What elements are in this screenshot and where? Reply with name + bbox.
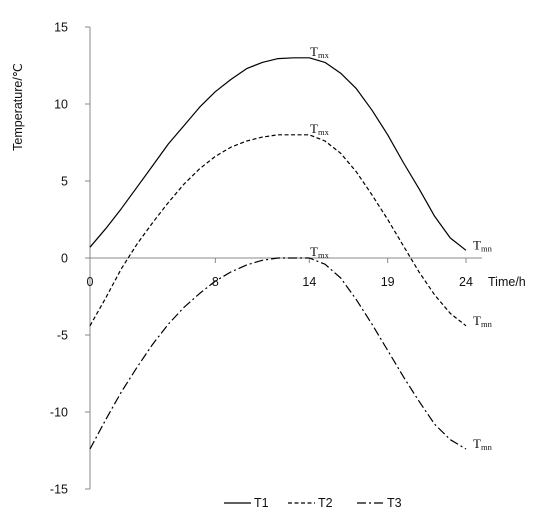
y-tick-label: -5 [57,329,68,343]
axes [89,27,482,489]
series-line-t1 [89,57,467,251]
x-ticks: 0 8 14 19 24 [87,258,473,289]
annotation-tmx: Tmx [310,244,330,260]
y-tick-label: 10 [54,98,68,112]
y-tick-label: 15 [54,21,68,35]
annotation-tmn: Tmn [473,313,493,329]
x-axis-title: Time/h [488,275,526,289]
annotation-tmx: Tmx [310,44,330,60]
legend-label-t3: T3 [387,496,402,510]
annotation-tmn: Tmn [473,436,493,452]
legend: T1 T2 T3 [224,496,402,510]
annotations: Tmx Tmx Tmx Tmn Tmn Tmn [310,44,493,452]
x-tick-label: 14 [302,275,316,289]
y-ticks: 15 10 5 0 -5 -10 -15 [50,21,90,497]
series-group [89,57,467,450]
x-tick-label: 8 [212,275,219,289]
series-line-t2 [89,134,467,327]
y-axis-title: Temperature/℃ [11,63,25,151]
annotation-tmx: Tmx [310,121,330,137]
legend-label-t1: T1 [254,496,269,510]
y-tick-label: -10 [50,406,68,420]
y-tick-label: -15 [50,483,68,497]
x-tick-label: 19 [381,275,395,289]
x-tick-label: 24 [459,275,473,289]
y-tick-label: 0 [61,252,68,266]
legend-label-t2: T2 [318,496,333,510]
series-line-t3 [89,257,467,450]
y-tick-label: 5 [61,175,68,189]
annotation-tmn: Tmn [473,237,493,253]
x-tick-label: 0 [87,275,94,289]
